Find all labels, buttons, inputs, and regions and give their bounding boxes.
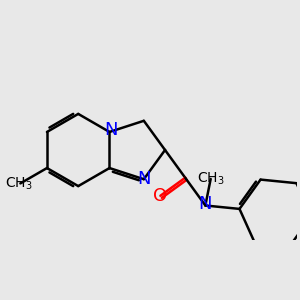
Text: N: N — [104, 121, 118, 139]
Text: N: N — [137, 170, 151, 188]
Text: O: O — [153, 187, 167, 205]
Text: N: N — [199, 195, 212, 213]
Text: CH$_3$: CH$_3$ — [197, 171, 224, 187]
Text: CH$_3$: CH$_3$ — [5, 175, 32, 192]
